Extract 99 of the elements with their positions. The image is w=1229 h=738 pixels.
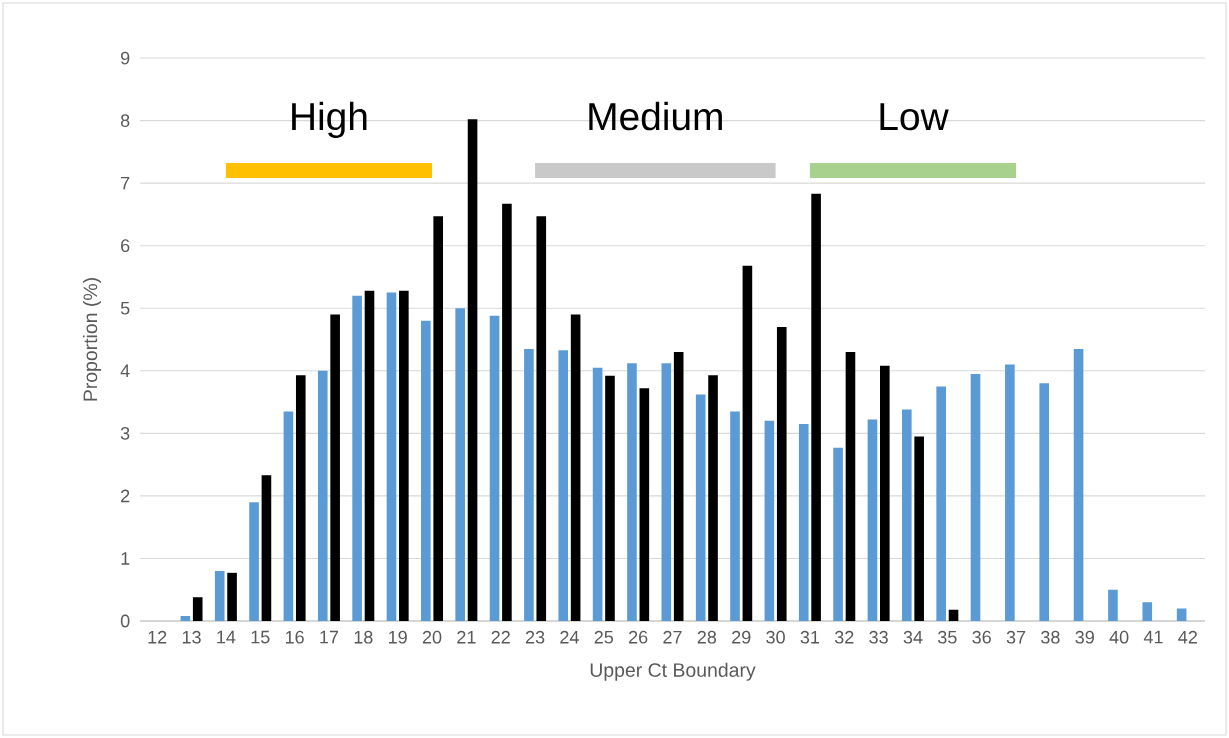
- bar: [502, 203, 512, 621]
- x-tick-label: 20: [422, 630, 442, 644]
- bar: [317, 370, 328, 621]
- annotation: Medium: [589, 101, 722, 131]
- x-tick-label: 12: [148, 630, 167, 644]
- bar: [433, 216, 444, 621]
- bar: [776, 327, 787, 621]
- x-tick-label: 22: [491, 630, 510, 644]
- bar: [261, 475, 272, 621]
- x-tick-label: 19: [389, 630, 407, 644]
- bar: [467, 119, 478, 621]
- x-tick-label: 36: [972, 630, 991, 644]
- bar: [489, 315, 500, 621]
- x-tick-label: 34: [903, 630, 923, 644]
- x-tick-label: 23: [525, 630, 545, 644]
- bar: [661, 363, 672, 621]
- bar: [833, 447, 843, 621]
- x-tick-label: 14: [217, 630, 236, 644]
- bar: [627, 363, 637, 621]
- y-tick-label: 3: [120, 426, 130, 440]
- bar: [845, 352, 856, 621]
- y-tick-label: 0: [120, 614, 130, 628]
- bar: [536, 216, 547, 621]
- x-tick-label: 39: [1075, 630, 1094, 644]
- bar: [1039, 383, 1050, 621]
- bar: [558, 350, 569, 621]
- bar: [605, 375, 615, 621]
- bar: [730, 411, 740, 621]
- bar: [764, 420, 775, 621]
- x-tick-label: 21: [457, 630, 476, 644]
- x-tick-label: 41: [1143, 630, 1163, 644]
- x-tick-label: 27: [663, 630, 682, 644]
- bar: [421, 320, 431, 621]
- bar: [948, 609, 959, 621]
- bar: [330, 314, 340, 621]
- x-tick-label: 40: [1109, 630, 1129, 644]
- bar: [639, 388, 650, 621]
- bar: [524, 348, 534, 621]
- bar: [214, 570, 225, 621]
- x-tick-label: 32: [834, 630, 854, 644]
- x-tick-label: 37: [1006, 630, 1026, 644]
- bar: [902, 409, 912, 621]
- annotation: High: [292, 101, 367, 139]
- bar: [880, 365, 890, 621]
- bar: [192, 597, 203, 621]
- x-axis-title: Upper Ct Boundary: [590, 662, 756, 681]
- y-axis-title: Proportion (%): [82, 278, 102, 401]
- bar: [352, 295, 362, 621]
- bar: [695, 394, 706, 621]
- bar: [811, 193, 821, 621]
- bar: [180, 616, 191, 621]
- x-tick-label: 18: [354, 630, 373, 644]
- x-tick-label: 38: [1041, 630, 1060, 644]
- x-tick-label: 31: [800, 630, 820, 644]
- bar: [708, 375, 718, 621]
- bar: [798, 423, 809, 621]
- bar: [742, 265, 753, 621]
- x-tick-label: 13: [182, 630, 201, 644]
- y-tick-label: 8: [120, 114, 130, 127]
- bar: [227, 572, 237, 621]
- x-tick-label: 24: [560, 630, 579, 644]
- bar: [455, 308, 465, 621]
- bar: [1108, 589, 1118, 621]
- bar: [364, 290, 375, 621]
- y-tick-label: 1: [121, 552, 130, 565]
- y-tick-label: 5: [120, 301, 130, 315]
- y-tick-label: 2: [121, 489, 130, 503]
- bar: [867, 419, 878, 621]
- bar: [936, 386, 946, 621]
- bar: [914, 436, 924, 621]
- x-tick-label: 17: [320, 630, 339, 644]
- y-tick-label: 9: [120, 51, 130, 65]
- bar: [283, 411, 294, 621]
- x-tick-label: 35: [937, 630, 957, 644]
- y-tick-label: 6: [121, 239, 130, 253]
- bar: [570, 314, 581, 621]
- x-tick-label: 42: [1178, 630, 1197, 644]
- bar: [249, 502, 259, 621]
- bar: [673, 352, 684, 621]
- bar: [592, 367, 603, 621]
- x-tick-label: 26: [629, 630, 648, 644]
- annotation: Low: [880, 103, 949, 131]
- x-tick-label: 28: [697, 630, 717, 644]
- x-tick-label: 15: [251, 630, 270, 644]
- x-tick-label: 25: [594, 630, 614, 644]
- bar: [970, 373, 981, 621]
- bar: [1176, 608, 1187, 621]
- y-tick-label: 7: [121, 176, 130, 190]
- x-tick-label: 16: [285, 630, 304, 644]
- bar: [386, 292, 397, 621]
- bar: [1005, 364, 1015, 621]
- bar: [399, 290, 409, 621]
- x-tick-label: 33: [869, 630, 888, 644]
- x-tick-label: 30: [766, 630, 785, 644]
- y-tick-label: 4: [120, 364, 130, 377]
- x-tick-label: 29: [732, 630, 751, 644]
- bar: [1142, 602, 1153, 621]
- bar: [295, 375, 306, 621]
- bar: [1073, 348, 1084, 621]
